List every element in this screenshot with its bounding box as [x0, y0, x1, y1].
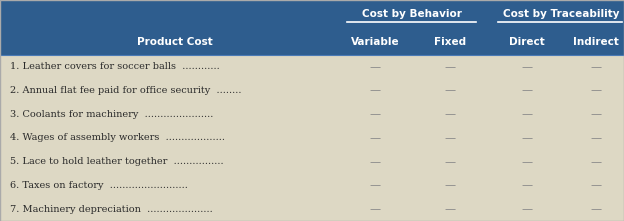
- Text: —: —: [369, 86, 381, 95]
- Text: 5. Lace to hold leather together  ................: 5. Lace to hold leather together .......…: [10, 157, 223, 166]
- Bar: [0, 79, 624, 102]
- Text: —: —: [444, 86, 456, 95]
- Text: 1. Leather covers for soccer balls  ............: 1. Leather covers for soccer balls .....…: [10, 62, 220, 71]
- Text: —: —: [590, 62, 602, 72]
- Text: —: —: [590, 157, 602, 167]
- Text: Variable: Variable: [351, 37, 399, 47]
- Bar: [0, 150, 624, 173]
- Text: —: —: [522, 109, 532, 119]
- Bar: [0, 102, 624, 126]
- Text: —: —: [522, 86, 532, 95]
- Text: 3. Coolants for machinery  ......................: 3. Coolants for machinery ..............…: [10, 110, 213, 119]
- Text: Cost by Traceability: Cost by Traceability: [503, 9, 619, 19]
- Text: —: —: [522, 180, 532, 191]
- Text: —: —: [369, 109, 381, 119]
- Text: —: —: [444, 109, 456, 119]
- Text: Indirect: Indirect: [573, 37, 619, 47]
- Text: —: —: [444, 180, 456, 191]
- Text: Fixed: Fixed: [434, 37, 466, 47]
- Text: —: —: [522, 62, 532, 72]
- Text: —: —: [444, 204, 456, 214]
- Text: 2. Annual flat fee paid for office security  ........: 2. Annual flat fee paid for office secur…: [10, 86, 241, 95]
- Text: Product Cost: Product Cost: [137, 37, 213, 47]
- Text: —: —: [369, 133, 381, 143]
- Text: —: —: [590, 86, 602, 95]
- Text: —: —: [369, 62, 381, 72]
- Text: —: —: [590, 133, 602, 143]
- Text: —: —: [369, 180, 381, 191]
- Bar: [0, 197, 624, 221]
- Text: 7. Machinery depreciation  .....................: 7. Machinery depreciation ..............…: [10, 205, 213, 214]
- Bar: [0, 173, 624, 197]
- Text: —: —: [369, 157, 381, 167]
- Text: Direct: Direct: [509, 37, 545, 47]
- Text: —: —: [590, 204, 602, 214]
- Text: —: —: [444, 133, 456, 143]
- Text: —: —: [522, 157, 532, 167]
- Text: 4. Wages of assembly workers  ...................: 4. Wages of assembly workers ...........…: [10, 133, 225, 143]
- Text: —: —: [444, 62, 456, 72]
- Text: 6. Taxes on factory  .........................: 6. Taxes on factory ....................…: [10, 181, 188, 190]
- Text: —: —: [590, 109, 602, 119]
- Text: —: —: [522, 133, 532, 143]
- Text: —: —: [444, 157, 456, 167]
- Bar: [0, 55, 624, 79]
- Bar: [0, 0, 624, 55]
- Text: Cost by Behavior: Cost by Behavior: [362, 9, 462, 19]
- Bar: [0, 126, 624, 150]
- Text: —: —: [522, 204, 532, 214]
- Text: —: —: [369, 204, 381, 214]
- Text: —: —: [590, 180, 602, 191]
